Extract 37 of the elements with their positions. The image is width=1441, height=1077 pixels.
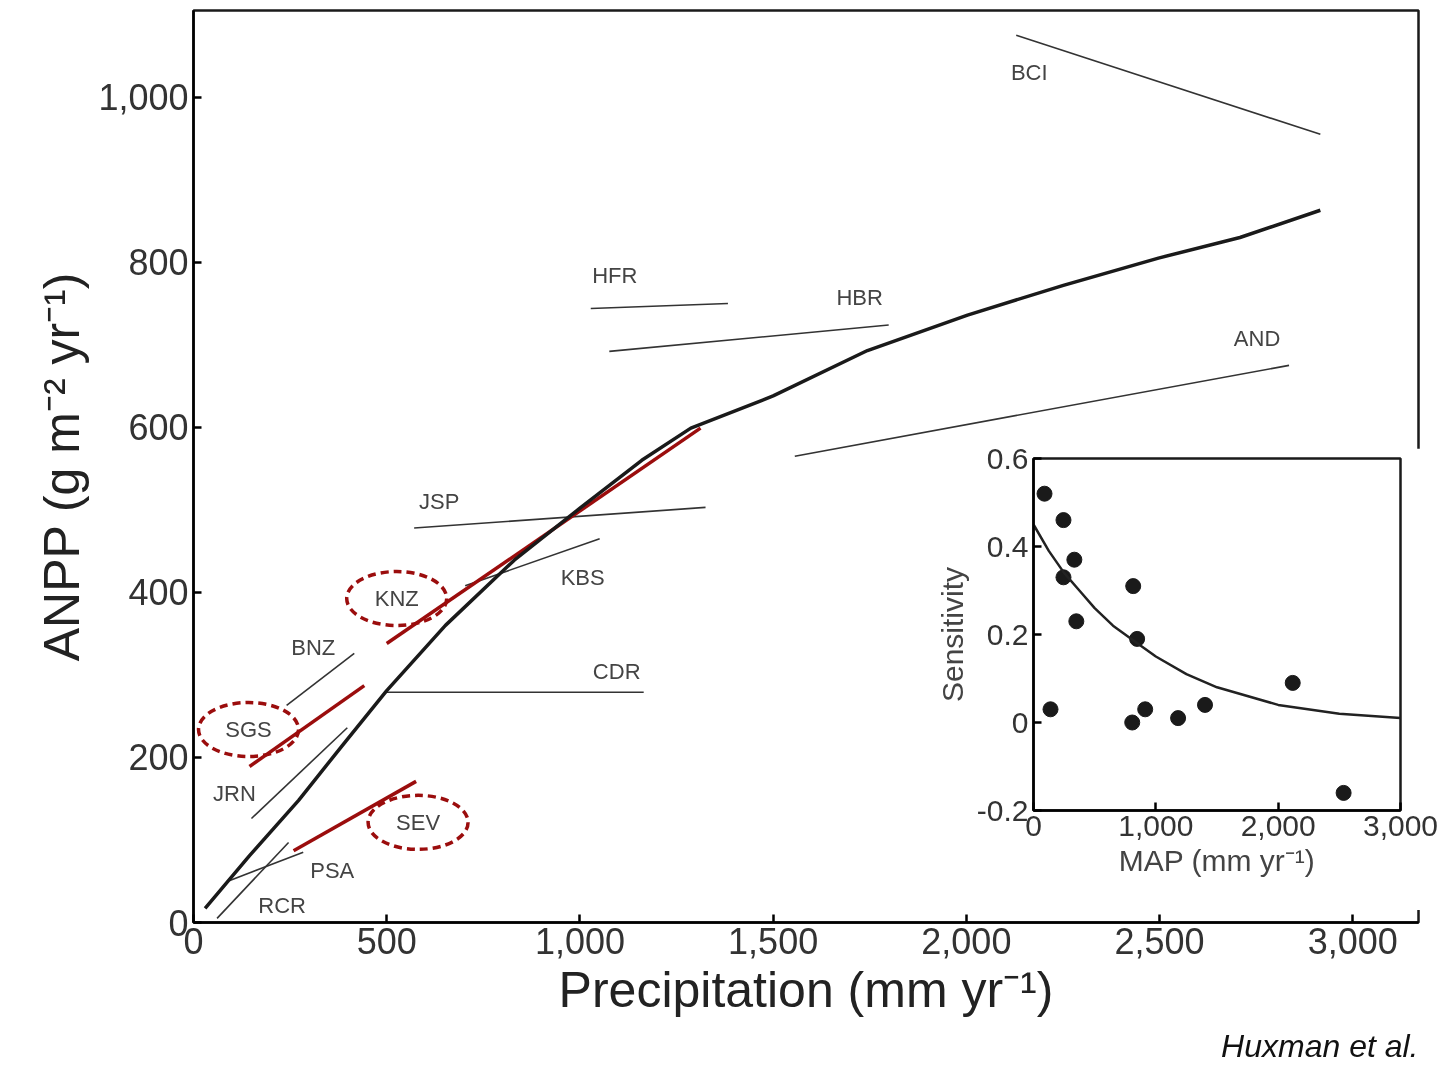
y-tick-label: 0	[1011, 705, 1029, 739]
y-tick-label: 200	[128, 737, 189, 779]
series-label: BNZ	[291, 634, 336, 660]
y-axis-title: ANPP (g m⁻² yr⁻¹)	[34, 272, 91, 662]
text: Huxman et al.	[1221, 1027, 1419, 1064]
series-label: CDR	[592, 658, 641, 684]
y-tick-label: 400	[128, 572, 189, 614]
y-tick-label: 0.6	[986, 441, 1029, 475]
x-tick-label: 1,000	[1118, 808, 1194, 842]
y-tick-label: 1,000	[98, 77, 189, 119]
series-label: JRN	[213, 781, 256, 807]
x-tick-label: 2,500	[1114, 920, 1205, 962]
series-label: KBS	[560, 565, 605, 591]
y-axis-title: Sensitivity	[935, 566, 969, 703]
x-axis-title: MAP (mm yr⁻¹)	[1118, 843, 1315, 877]
x-tick-label: 3,000	[1307, 920, 1398, 962]
series-label: HFR	[592, 262, 638, 288]
series-label: HBR	[836, 285, 883, 311]
x-tick-label: 2,000	[921, 920, 1012, 962]
x-axis-title: Precipitation (mm yr⁻¹)	[558, 961, 1054, 1018]
series-label: RCR	[258, 892, 306, 918]
series-label: KNZ	[374, 586, 419, 612]
series-label: SGS	[225, 717, 272, 743]
series-label: SEV	[396, 809, 441, 835]
x-tick-label: 1,000	[534, 920, 625, 962]
y-tick-label: 800	[128, 242, 189, 284]
x-tick-label: 3,000	[1362, 808, 1439, 842]
series-label: PSA	[310, 857, 355, 883]
x-tick-label: 500	[356, 920, 417, 962]
x-tick-label: 1,500	[728, 920, 819, 962]
series-label: JSP	[418, 489, 460, 515]
series-label: AND	[1233, 325, 1281, 351]
y-tick-label: 0.2	[986, 617, 1029, 651]
y-tick-label: 600	[128, 407, 189, 449]
x-tick-label: 2,000	[1240, 808, 1316, 842]
series-label: BCI	[1010, 59, 1048, 85]
y-tick-label: 0.4	[986, 529, 1029, 563]
